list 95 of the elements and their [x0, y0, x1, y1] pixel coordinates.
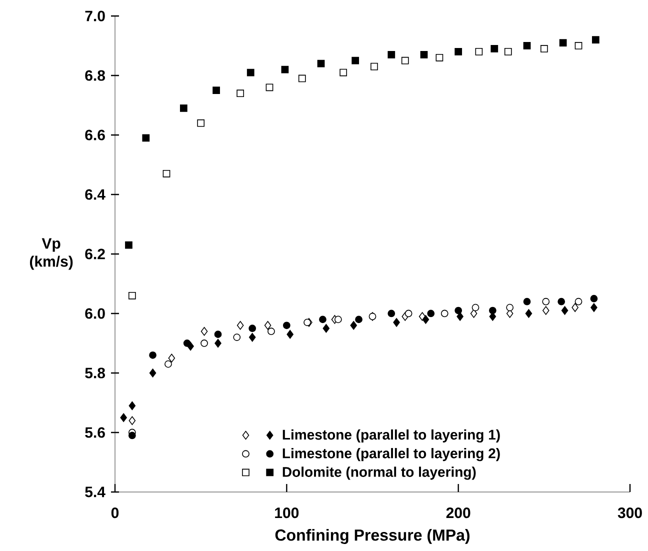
point: [559, 39, 567, 46]
point: [420, 50, 428, 58]
point: [350, 321, 358, 330]
x-tick-label: 200: [446, 508, 470, 518]
point: [200, 340, 208, 347]
point: [454, 48, 462, 56]
x-tick-label: 300: [618, 508, 642, 518]
point: [436, 54, 444, 62]
point: [248, 324, 256, 332]
point: [525, 309, 532, 318]
y-tick-label: 6.6: [85, 130, 105, 140]
point: [558, 298, 566, 306]
point: [248, 332, 256, 342]
y-tick-label: 5.4: [85, 486, 106, 498]
point: [540, 45, 548, 52]
point: [128, 401, 136, 410]
legend-label: Limestone (parallel to layering 1): [282, 429, 500, 443]
point: [200, 326, 208, 336]
point: [149, 351, 156, 359]
point: [264, 321, 272, 330]
y-tick-label: 6.2: [85, 248, 105, 260]
point: [401, 56, 409, 64]
point: [475, 48, 483, 56]
point: [488, 306, 496, 314]
point: [456, 312, 464, 321]
legend-label: Limestone (parallel to layering 2): [282, 448, 500, 462]
point: [162, 170, 170, 178]
y-axis-title: Vp (km/s): [30, 238, 73, 270]
point: [592, 36, 600, 44]
point: [334, 316, 342, 324]
y-tick-label: 5.6: [85, 427, 105, 438]
point: [590, 294, 598, 302]
point: [168, 354, 176, 363]
point: [298, 74, 306, 82]
point: [236, 90, 244, 98]
point: [454, 306, 462, 314]
point: [212, 86, 220, 94]
point: [197, 119, 205, 127]
point: [281, 66, 289, 74]
point: [340, 68, 348, 76]
point: [574, 298, 582, 306]
point: [183, 340, 191, 347]
point: [128, 292, 136, 300]
point: [422, 315, 430, 324]
y-tick-label: 6.0: [85, 308, 105, 319]
point: [282, 322, 290, 330]
y-tick-label: 7.0: [85, 10, 105, 22]
y-tick-label: 6.4: [85, 189, 106, 200]
point: [472, 304, 480, 312]
point: [393, 318, 400, 327]
point: [233, 334, 241, 341]
x-axis-title: Confining Pressure (MPa): [275, 529, 470, 544]
point: [388, 50, 396, 58]
point: [504, 48, 512, 56]
point: [561, 306, 568, 315]
point: [404, 310, 412, 318]
point: [542, 298, 550, 306]
point: [388, 310, 396, 318]
point: [149, 368, 156, 378]
point: [470, 309, 478, 318]
point: [427, 310, 435, 318]
point: [352, 56, 360, 64]
point: [120, 413, 127, 422]
point: [574, 42, 582, 50]
point: [490, 45, 498, 52]
point: [523, 298, 531, 306]
point: [523, 42, 531, 50]
point: [542, 306, 550, 315]
y-tick-label: 6.8: [85, 70, 106, 81]
point: [180, 104, 188, 112]
point: [125, 241, 132, 249]
point: [128, 416, 136, 425]
point: [322, 324, 330, 333]
point: [268, 328, 275, 336]
point: [164, 360, 172, 368]
point: [506, 304, 514, 312]
x-tick-label: 0: [111, 508, 119, 518]
point: [572, 303, 578, 312]
point: [214, 338, 222, 348]
point: [246, 68, 254, 76]
point: [286, 330, 294, 339]
legend-label: Dolomite (normal to layering): [282, 466, 476, 480]
x-tick-label: 100: [275, 508, 299, 518]
point: [128, 432, 136, 440]
point: [590, 303, 598, 312]
y-tick-label: 5.8: [85, 368, 106, 378]
point: [142, 134, 150, 142]
point: [236, 321, 244, 330]
point: [319, 316, 326, 324]
point: [370, 62, 378, 70]
point: [355, 316, 362, 324]
point: [317, 60, 325, 68]
point: [266, 84, 274, 92]
point: [440, 310, 448, 318]
point: [214, 330, 222, 338]
